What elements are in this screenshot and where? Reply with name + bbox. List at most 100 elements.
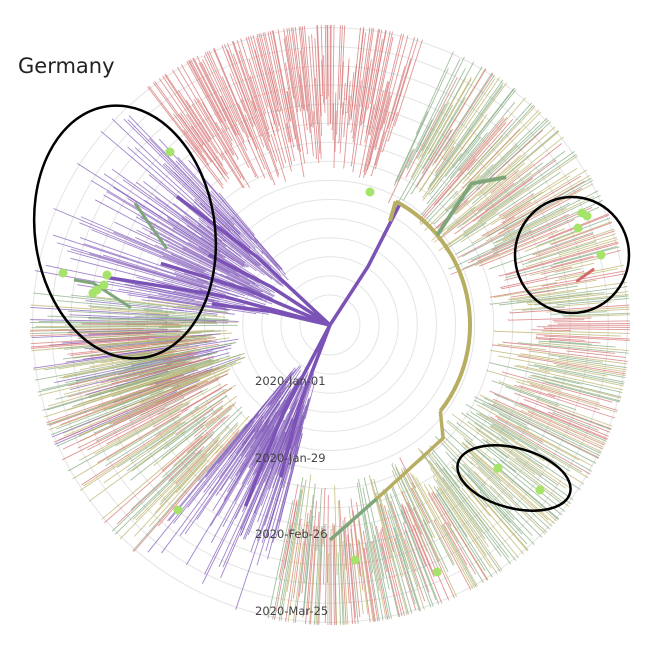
tree-branch — [422, 82, 508, 199]
tree-branch — [188, 59, 233, 142]
tree-branch — [535, 338, 601, 344]
tree-branch — [211, 395, 237, 416]
tree-branch — [173, 171, 241, 238]
tree-branch — [299, 521, 309, 597]
tree-branch — [196, 278, 246, 297]
tree-branch — [458, 168, 461, 171]
tree-branch — [482, 216, 515, 237]
tree-branch — [442, 476, 502, 557]
tree-branch — [368, 474, 392, 559]
tree-branch — [384, 491, 425, 610]
tree-branch — [393, 68, 449, 187]
tree-branch — [245, 418, 271, 458]
tree-branch — [459, 89, 517, 162]
tree-branch — [133, 395, 167, 411]
tree-branch — [434, 79, 504, 177]
tree-branch — [105, 406, 200, 467]
tree-branch — [370, 479, 408, 615]
tree-branch — [277, 29, 305, 178]
tree-branch — [432, 492, 488, 581]
tree-branch — [223, 44, 256, 125]
tree-branch — [389, 493, 432, 608]
tree-branch — [245, 36, 276, 136]
tree-branch — [489, 425, 491, 427]
tree-branch — [375, 493, 410, 615]
tree-branch — [426, 136, 482, 205]
tree-branch — [91, 229, 208, 277]
tree-branch — [278, 489, 303, 621]
tree-branch — [97, 335, 205, 347]
tree-branch — [159, 422, 239, 506]
tree-branch — [116, 433, 214, 525]
tree-branch — [534, 295, 629, 306]
tree-branch — [368, 31, 391, 135]
tree-branch — [184, 421, 187, 424]
tree-branch — [139, 379, 197, 404]
tree-branch — [143, 308, 218, 316]
tree-branch — [428, 452, 490, 531]
tree-branch — [187, 60, 223, 123]
tree-branch — [46, 374, 185, 424]
tree-branch — [240, 38, 270, 130]
tree-branch — [30, 328, 192, 335]
tree-branch — [134, 147, 249, 251]
tree-branch — [363, 98, 381, 173]
tree-branch — [226, 49, 265, 148]
tree-branch — [489, 273, 626, 298]
tree-branch — [155, 369, 198, 385]
tree-branch — [83, 345, 180, 360]
tree-branch — [436, 490, 468, 538]
tree-branch — [535, 253, 537, 256]
tree-branch — [458, 471, 529, 551]
tree-branch — [528, 364, 625, 385]
tree-branch — [234, 437, 270, 502]
tree-branch — [465, 412, 509, 442]
tree-branch — [45, 264, 220, 303]
tree-branch — [342, 82, 346, 115]
tree-branch — [201, 144, 204, 147]
tree-branch — [38, 320, 184, 324]
tree-branch — [484, 446, 517, 473]
tree-branch — [536, 228, 615, 256]
tree-branch — [451, 463, 528, 552]
tree-branch — [150, 299, 204, 308]
tree-branch — [48, 373, 201, 431]
tree-branch — [220, 128, 239, 159]
tree-branch — [338, 528, 344, 625]
tree-branch — [517, 342, 629, 354]
tree-branch — [492, 213, 570, 251]
tree-branch — [257, 374, 308, 485]
tree-branch — [530, 384, 618, 411]
tree-branch — [556, 298, 629, 306]
tree-branch — [348, 507, 355, 558]
tree-branch — [531, 329, 572, 332]
tree-branch — [222, 239, 272, 280]
tree-branch — [286, 28, 299, 107]
tree-branch — [461, 442, 463, 444]
tree-branch — [175, 400, 224, 435]
tree-branch — [270, 386, 303, 458]
tree-branch — [403, 66, 483, 201]
tree-branch — [380, 529, 403, 617]
tree-branch — [264, 32, 290, 143]
tree-branch — [185, 139, 224, 189]
tree-branch — [486, 370, 601, 404]
tree-branch — [476, 220, 479, 222]
tree-branch — [517, 292, 593, 303]
tree-branch — [131, 416, 206, 472]
tree-branch — [88, 318, 166, 322]
tree-branch — [502, 201, 532, 220]
tree-branch — [157, 432, 239, 527]
tree-branch — [497, 343, 547, 351]
tree-branch — [419, 158, 476, 224]
tree-branch — [411, 487, 430, 524]
tree-branch — [303, 516, 314, 616]
tree-branch — [56, 242, 207, 289]
tree-branch — [556, 364, 626, 379]
tree-branch — [488, 402, 600, 459]
tree-branch — [469, 490, 524, 555]
purple-backbone-branch — [328, 202, 402, 326]
tree-branch — [421, 68, 487, 174]
tree-branch — [437, 143, 562, 241]
tree-branch — [413, 525, 434, 573]
